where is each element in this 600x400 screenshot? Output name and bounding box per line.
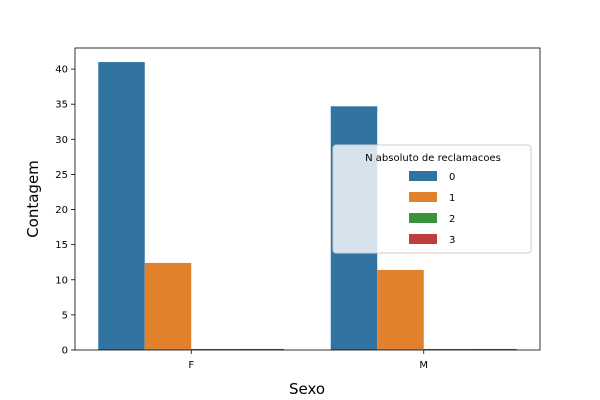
x-tick-label-M: M bbox=[419, 360, 428, 371]
bar-F-series-3 bbox=[237, 348, 285, 350]
legend-label-3: 3 bbox=[449, 235, 455, 246]
bar-M-series-1 bbox=[377, 269, 424, 350]
y-tick-label: 0 bbox=[62, 346, 68, 357]
x-tick-label-F: F bbox=[188, 360, 194, 371]
y-tick-label: 25 bbox=[55, 170, 68, 181]
plot-area-frame bbox=[74, 47, 541, 351]
y-tick-label: 15 bbox=[55, 240, 68, 251]
bar-F-series-1 bbox=[144, 262, 192, 350]
y-axis: 0 5 10 15 20 25 30 35 40 bbox=[55, 65, 75, 357]
y-tick-label: 30 bbox=[55, 135, 68, 146]
y-tick-label: 10 bbox=[55, 275, 68, 286]
y-axis-title: Contagem bbox=[24, 160, 42, 238]
legend: N absoluto de reclamacoes 0 1 2 3 bbox=[332, 144, 532, 254]
legend-label-0: 0 bbox=[449, 172, 455, 183]
legend-entries: 0 1 2 3 bbox=[409, 171, 455, 246]
legend-swatch-1 bbox=[409, 192, 437, 202]
x-axis-title: Sexo bbox=[289, 380, 325, 398]
legend-swatch-3 bbox=[409, 234, 437, 244]
bar-F-series-2 bbox=[191, 348, 238, 350]
y-tick-label: 20 bbox=[55, 205, 68, 216]
y-tick-label: 35 bbox=[55, 100, 68, 111]
y-tick-label: 40 bbox=[55, 65, 68, 76]
legend-label-1: 1 bbox=[449, 193, 455, 204]
bar-M-series-2 bbox=[423, 348, 471, 350]
bar-F-series-0 bbox=[98, 62, 145, 351]
bar-M-series-3 bbox=[470, 348, 517, 350]
bars-group bbox=[98, 62, 517, 351]
legend-label-2: 2 bbox=[449, 214, 455, 225]
legend-swatch-0 bbox=[409, 171, 437, 181]
legend-title: N absoluto de reclamacoes bbox=[365, 153, 501, 164]
legend-swatch-2 bbox=[409, 213, 437, 223]
y-tick-label: 5 bbox=[62, 310, 68, 321]
